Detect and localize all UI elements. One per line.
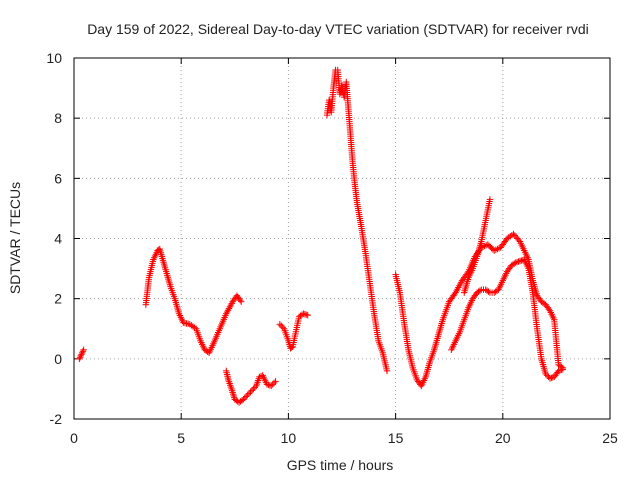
data-point-marker	[240, 396, 247, 403]
x-axis-label: GPS time / hours	[287, 457, 394, 473]
data-point-marker	[303, 311, 310, 318]
data-point-marker	[247, 388, 254, 396]
data-point-marker	[272, 378, 279, 385]
data-point-marker	[241, 394, 249, 402]
y-tick-label: 10	[46, 50, 62, 66]
data-point-marker	[545, 373, 552, 381]
series-segment-s3	[223, 367, 279, 406]
grid-lines	[74, 58, 610, 419]
data-point-marker	[188, 322, 195, 329]
data-point-marker	[245, 390, 253, 397]
data-point-marker	[513, 258, 521, 266]
y-tick-label: 4	[54, 231, 62, 247]
data-point-marker	[558, 366, 565, 374]
axis-ticks	[73, 57, 611, 420]
data-point-marker	[515, 258, 522, 265]
data-point-marker	[304, 312, 311, 319]
data-point-marker	[279, 324, 286, 331]
y-tick-label: 6	[54, 170, 62, 186]
data-point-marker	[383, 367, 391, 375]
x-tick-label: 5	[177, 430, 185, 446]
data-point-marker	[265, 381, 272, 389]
data-point-marker	[485, 288, 492, 295]
data-point-marker	[555, 367, 562, 375]
data-point-marker	[251, 384, 259, 391]
series-segment-s4	[276, 310, 311, 352]
data-points	[76, 66, 567, 406]
series-segment-s2	[142, 245, 245, 357]
data-point-marker	[494, 245, 501, 253]
series-segment-s8	[461, 196, 494, 296]
data-point-marker	[186, 321, 193, 328]
y-tick-label: 0	[54, 351, 62, 367]
data-point-marker	[300, 310, 307, 317]
data-point-marker	[301, 311, 309, 318]
y-tick-label: 2	[54, 291, 62, 307]
data-point-marker	[486, 196, 494, 203]
data-point-marker	[512, 259, 519, 266]
data-point-marker	[492, 246, 500, 253]
data-point-marker	[266, 382, 274, 389]
x-tick-labels: 0 5 10 15 20 25	[70, 430, 618, 446]
data-point-marker	[189, 323, 197, 330]
data-point-marker	[503, 235, 511, 242]
data-point-marker	[250, 385, 257, 393]
series-segment-s1	[76, 346, 87, 363]
data-point-marker	[515, 236, 522, 244]
data-point-marker	[276, 321, 284, 328]
data-point-marker	[244, 391, 251, 399]
series-segment-s5	[323, 66, 391, 375]
data-point-marker	[546, 375, 554, 382]
data-point-marker	[78, 351, 85, 358]
data-point-marker	[507, 233, 514, 240]
data-point-marker	[278, 322, 285, 329]
data-point-marker	[238, 298, 245, 305]
x-tick-label: 25	[602, 430, 618, 446]
y-axis-label: SDTVAR / TECUs	[7, 182, 23, 294]
data-point-marker	[76, 354, 84, 361]
data-point-marker	[77, 352, 84, 360]
x-tick-label: 20	[495, 430, 511, 446]
data-point-marker	[505, 234, 512, 241]
data-point-marker	[545, 305, 553, 313]
data-point-marker	[559, 366, 567, 373]
data-point-marker	[243, 393, 250, 400]
data-point-marker	[543, 372, 551, 379]
x-tick-label: 10	[281, 430, 297, 446]
data-point-marker	[270, 379, 278, 387]
y-tick-label: -2	[50, 411, 63, 427]
data-point-marker	[268, 382, 275, 390]
data-point-marker	[263, 381, 271, 388]
data-point-marker	[476, 287, 484, 294]
data-point-marker	[76, 355, 83, 363]
data-point-marker	[79, 349, 86, 357]
data-point-marker	[80, 346, 87, 354]
data-point-marker	[79, 348, 87, 355]
data-point-marker	[288, 344, 295, 351]
data-point-marker	[556, 367, 564, 374]
data-point-marker	[236, 296, 244, 304]
series-segment-s7	[448, 256, 567, 382]
data-point-marker	[548, 374, 555, 382]
data-point-marker	[511, 260, 518, 267]
data-point-marker	[518, 257, 525, 264]
data-point-marker	[269, 381, 276, 388]
x-tick-label: 15	[388, 430, 404, 446]
data-point-marker	[248, 387, 256, 394]
y-tick-label: 8	[54, 110, 62, 126]
data-point-marker	[451, 290, 458, 298]
x-tick-label: 0	[70, 430, 78, 446]
data-point-marker	[542, 370, 549, 378]
data-point-marker	[491, 247, 498, 254]
y-tick-labels: -2 0 2 4 6 8 10	[46, 50, 62, 427]
chart-title: Day 159 of 2022, Sidereal Day-to-day VTE…	[87, 21, 589, 37]
